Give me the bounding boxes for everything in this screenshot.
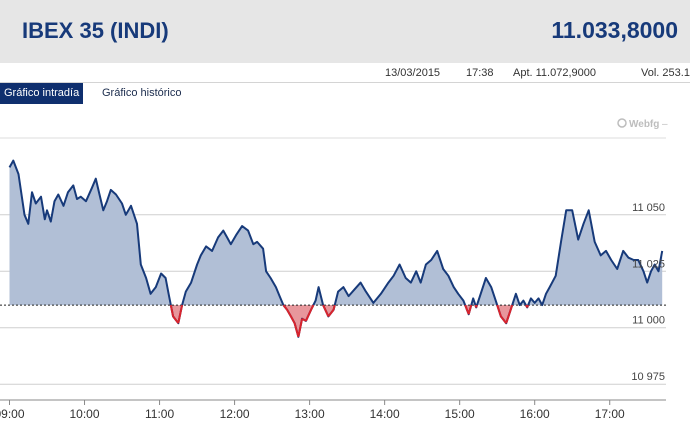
- x-tick-label: 10:00: [70, 407, 100, 421]
- area-fill-below: [170, 305, 529, 337]
- x-tick-label: 14:00: [370, 407, 400, 421]
- x-tick-label: 16:00: [520, 407, 550, 421]
- chart-area: Webfg – 11 050 11 025 11 000 10 975 09:00 10:…: [0, 104, 690, 439]
- x-tick-label: 13:00: [295, 407, 325, 421]
- info-bar: 13/03/2015 17:38 Apt. 11.072,9000 Vol. 2…: [0, 63, 690, 83]
- price-line: [8, 159, 664, 338]
- x-tick-label: 17:00: [595, 407, 625, 421]
- area-fill-above: [9, 160, 663, 337]
- info-time: 17:38: [466, 67, 494, 79]
- y-tick-label: 11 050: [632, 202, 665, 214]
- y-tick-label: 10 975: [631, 371, 665, 383]
- x-tick-label: 15:00: [445, 407, 475, 421]
- info-open: Apt. 11.072,9000: [513, 67, 596, 79]
- watermark-text: Webfg: [629, 119, 659, 130]
- intraday-chart: Webfg – 11 050 11 025 11 000 10 975 09:00 10:…: [0, 118, 668, 421]
- tab-historic[interactable]: Gráfico histórico: [102, 87, 182, 99]
- tab-intraday[interactable]: Gráfico intradía: [0, 83, 84, 104]
- index-value: 11.033,8000: [551, 17, 678, 43]
- x-tick-label: 11:00: [145, 407, 174, 421]
- info-volume: Vol. 253.1: [641, 67, 690, 79]
- watermark-icon: [617, 118, 627, 128]
- x-tick-label: 09:00: [0, 407, 25, 421]
- info-date: 13/03/2015: [385, 67, 441, 79]
- x-tick-label: 12:00: [220, 407, 250, 421]
- index-name: IBEX 35 (INDI): [22, 18, 169, 43]
- watermark-dash: –: [662, 119, 668, 130]
- quote-header: IBEX 35 (INDI) 11.033,8000: [0, 0, 690, 63]
- price-line-below: [169, 304, 530, 338]
- watermark: Webfg –: [617, 118, 668, 130]
- y-tick-label: 11 025: [632, 258, 665, 270]
- y-tick-label: 11 000: [632, 315, 665, 327]
